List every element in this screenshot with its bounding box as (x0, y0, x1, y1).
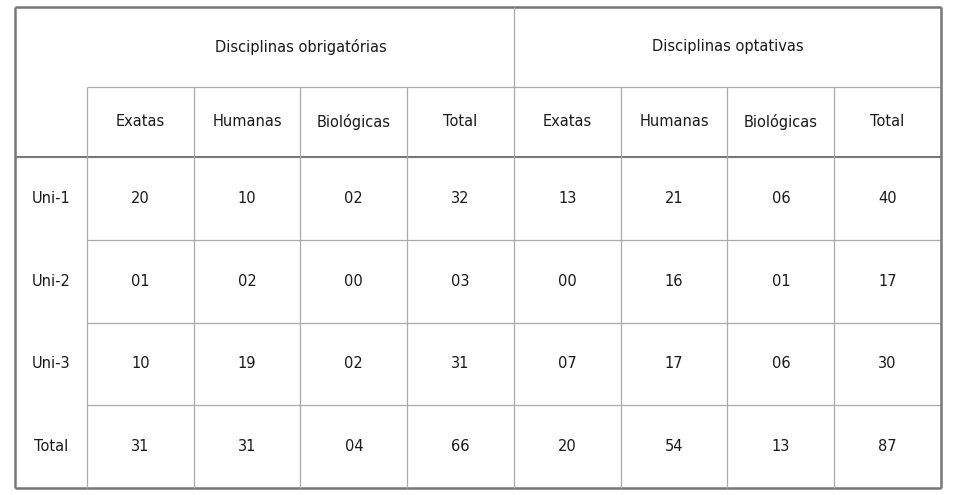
Text: 20: 20 (558, 439, 576, 454)
Text: Uni-1: Uni-1 (32, 191, 71, 206)
Text: 00: 00 (344, 274, 363, 289)
Text: 31: 31 (451, 356, 469, 371)
Text: 01: 01 (131, 274, 150, 289)
Text: Total: Total (33, 439, 68, 454)
Text: 17: 17 (879, 274, 897, 289)
Text: 87: 87 (879, 439, 897, 454)
Text: 01: 01 (771, 274, 791, 289)
Text: 31: 31 (238, 439, 256, 454)
Text: 10: 10 (238, 191, 256, 206)
Text: 13: 13 (771, 439, 790, 454)
Text: 00: 00 (558, 274, 576, 289)
Text: 06: 06 (771, 356, 791, 371)
Text: 02: 02 (344, 191, 363, 206)
Text: 31: 31 (131, 439, 149, 454)
Text: Exatas: Exatas (116, 114, 165, 130)
Text: Uni-3: Uni-3 (32, 356, 71, 371)
Text: 03: 03 (451, 274, 470, 289)
Text: 16: 16 (664, 274, 684, 289)
Text: 06: 06 (771, 191, 791, 206)
Text: Humanas: Humanas (640, 114, 709, 130)
Text: 21: 21 (664, 191, 684, 206)
Text: 54: 54 (664, 439, 684, 454)
Text: 07: 07 (558, 356, 576, 371)
Text: 13: 13 (558, 191, 576, 206)
Text: 32: 32 (451, 191, 470, 206)
Text: Disciplinas optativas: Disciplinas optativas (652, 40, 803, 54)
Text: 02: 02 (344, 356, 363, 371)
Text: 10: 10 (131, 356, 150, 371)
Text: 40: 40 (879, 191, 897, 206)
Text: 17: 17 (664, 356, 684, 371)
Text: Total: Total (444, 114, 478, 130)
Text: 30: 30 (879, 356, 897, 371)
Text: Humanas: Humanas (212, 114, 282, 130)
Text: 02: 02 (238, 274, 256, 289)
Text: Biológicas: Biológicas (744, 114, 818, 130)
Text: Uni-2: Uni-2 (32, 274, 71, 289)
Text: 66: 66 (451, 439, 470, 454)
Text: Total: Total (871, 114, 904, 130)
Text: Disciplinas obrigatórias: Disciplinas obrigatórias (215, 39, 386, 55)
Text: 20: 20 (131, 191, 150, 206)
Text: Exatas: Exatas (543, 114, 592, 130)
Text: 19: 19 (238, 356, 256, 371)
Text: 04: 04 (344, 439, 363, 454)
Text: Biológicas: Biológicas (316, 114, 391, 130)
